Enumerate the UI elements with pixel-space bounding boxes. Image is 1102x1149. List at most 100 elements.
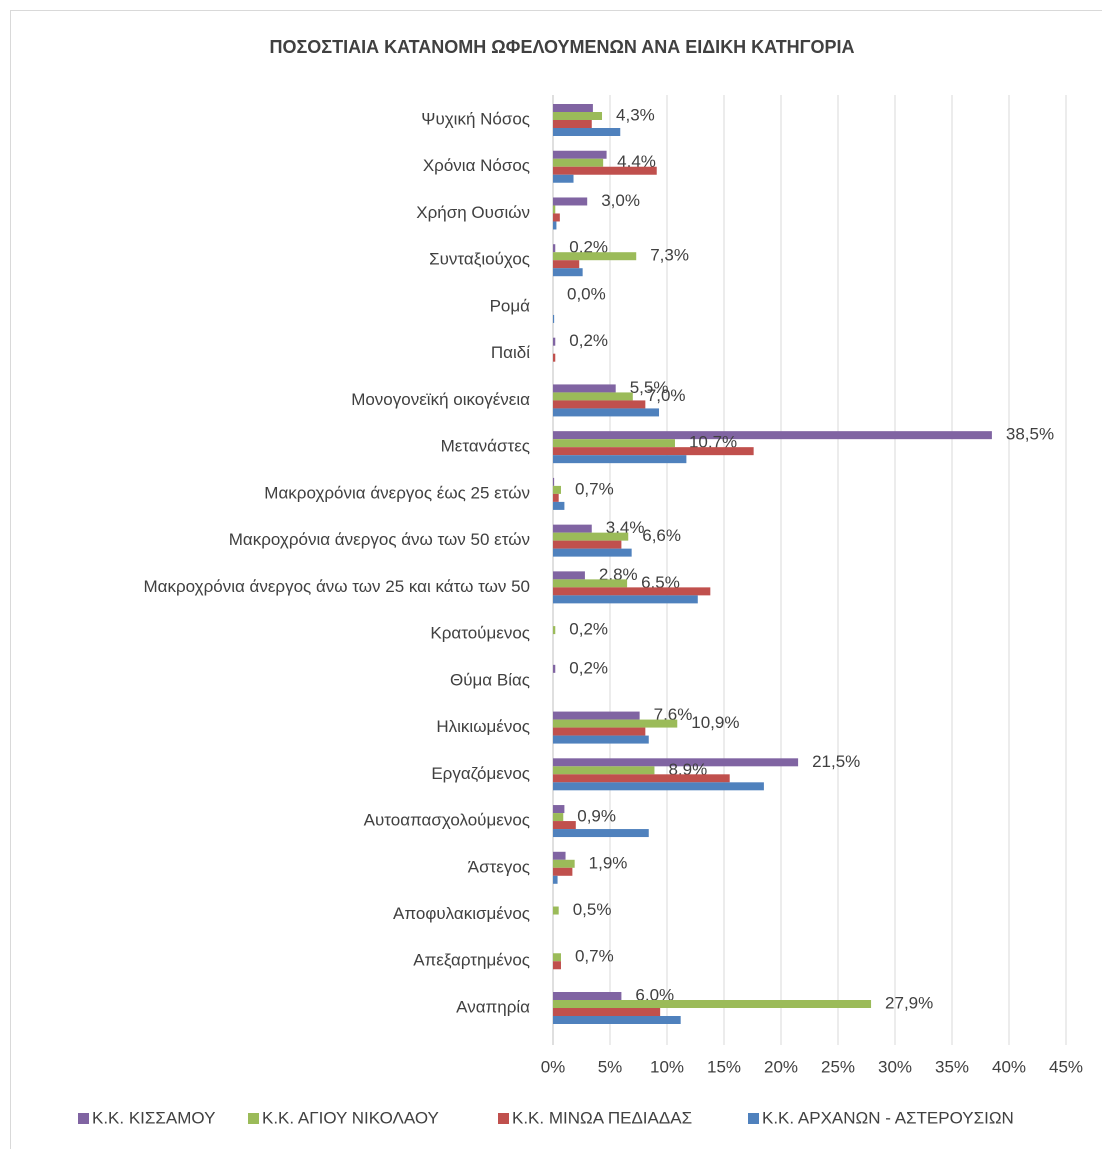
y-tick-label: Ρομά	[490, 296, 531, 315]
y-tick-label: Αναπηρία	[456, 997, 530, 1016]
data-label: 7,0%	[647, 386, 686, 405]
bar	[553, 112, 603, 120]
bar	[553, 727, 646, 736]
bar	[553, 571, 585, 580]
x-tick-label: 45%	[1049, 1057, 1083, 1076]
legend-label: Κ.Κ. ΑΓΙΟΥ ΝΙΚΟΛΑΟΥ	[262, 1108, 439, 1127]
bar	[553, 805, 565, 814]
data-label: 0,7%	[575, 479, 614, 498]
bar	[553, 626, 556, 635]
bar	[553, 447, 754, 456]
bar	[553, 829, 649, 838]
data-label: 10,9%	[691, 713, 739, 732]
x-tick-label: 40%	[992, 1057, 1026, 1076]
legend-label: Κ.Κ. ΑΡΧΑΝΩΝ - ΑΣΤΕΡΟΥΣΙΩΝ	[762, 1108, 1014, 1127]
bar	[553, 1016, 681, 1024]
legend-swatch	[78, 1113, 89, 1124]
bar	[553, 595, 698, 604]
bar	[553, 859, 575, 868]
bar	[553, 150, 607, 159]
x-tick-label: 35%	[935, 1057, 969, 1076]
data-label: 38,5%	[1006, 425, 1054, 444]
data-label: 10,7%	[689, 433, 737, 452]
bar	[553, 337, 556, 346]
y-tick-label: Μακροχρόνια άνεργος έως 25 ετών	[264, 483, 530, 502]
data-label: 3,0%	[601, 191, 640, 210]
bar	[553, 774, 730, 783]
bar	[553, 485, 561, 494]
legend-swatch	[498, 1113, 509, 1124]
y-tick-label: Μακροχρόνια άνεργος άνω των 50 ετών	[229, 530, 530, 549]
legend-swatch	[748, 1113, 759, 1124]
y-tick-label: Συνταξιούχος	[429, 250, 530, 269]
bar	[553, 766, 655, 775]
bar	[553, 213, 560, 222]
data-label: 4,4%	[617, 152, 656, 171]
bar	[553, 252, 637, 261]
data-label: 0,2%	[569, 331, 608, 350]
x-tick-label: 5%	[598, 1057, 623, 1076]
data-label: 5,5%	[630, 378, 669, 397]
bar	[553, 548, 632, 557]
y-tick-label: Χρόνια Νόσος	[423, 156, 530, 175]
data-label: 2,8%	[599, 565, 638, 584]
bar	[553, 400, 646, 409]
bar	[553, 906, 559, 915]
bar	[553, 851, 566, 860]
y-tick-label: Απεξαρτημένος	[413, 951, 530, 970]
y-tick-label: Εργαζόμενος	[431, 764, 530, 783]
x-tick-label: 30%	[878, 1057, 912, 1076]
legend-swatch	[248, 1113, 259, 1124]
bar	[553, 532, 629, 541]
data-label: 0,9%	[577, 807, 616, 826]
data-label: 27,9%	[885, 993, 933, 1012]
data-label: 21,5%	[812, 752, 860, 771]
y-tick-label: Μετανάστες	[441, 437, 530, 456]
bar	[553, 353, 556, 362]
bar	[553, 711, 640, 720]
bar	[553, 392, 633, 401]
bar	[553, 735, 649, 744]
bar	[553, 158, 604, 167]
bar	[553, 992, 622, 1000]
bar	[553, 501, 565, 510]
bar	[553, 758, 799, 767]
bar	[553, 477, 555, 486]
bar	[553, 197, 588, 206]
bar	[553, 961, 561, 970]
bar	[553, 664, 556, 673]
bar	[553, 455, 687, 464]
bar	[553, 782, 764, 791]
y-tick-label: Αποφυλακισμένος	[393, 904, 530, 923]
y-tick-label: Θύμα Βίας	[450, 670, 530, 689]
bar	[553, 221, 557, 230]
x-tick-label: 25%	[821, 1057, 855, 1076]
bar	[553, 104, 593, 112]
bar	[553, 120, 592, 128]
bar	[553, 493, 559, 502]
data-label: 6,0%	[635, 985, 674, 1004]
bar	[553, 260, 580, 269]
y-tick-label: Κρατούμενος	[430, 624, 530, 643]
y-tick-label: Αυτοαπασχολούμενος	[364, 811, 530, 830]
bar	[553, 244, 556, 253]
data-label: 8,9%	[668, 760, 707, 779]
y-tick-label: Ηλικιωμένος	[436, 717, 530, 736]
data-label: 0,0%	[567, 284, 606, 303]
bar	[553, 205, 556, 214]
y-tick-label: Ψυχική Νόσος	[421, 109, 530, 128]
data-label: 0,2%	[569, 620, 608, 639]
data-label: 1,9%	[589, 853, 628, 872]
bar	[553, 540, 622, 549]
bar	[553, 431, 992, 440]
bar	[553, 174, 574, 183]
data-label: 6,6%	[642, 526, 681, 545]
y-tick-label: Παιδί	[491, 343, 530, 362]
bar	[553, 128, 621, 136]
data-label: 0,5%	[573, 900, 612, 919]
bar	[553, 953, 561, 962]
bar	[553, 587, 711, 596]
bar	[553, 439, 675, 448]
x-tick-label: 15%	[707, 1057, 741, 1076]
